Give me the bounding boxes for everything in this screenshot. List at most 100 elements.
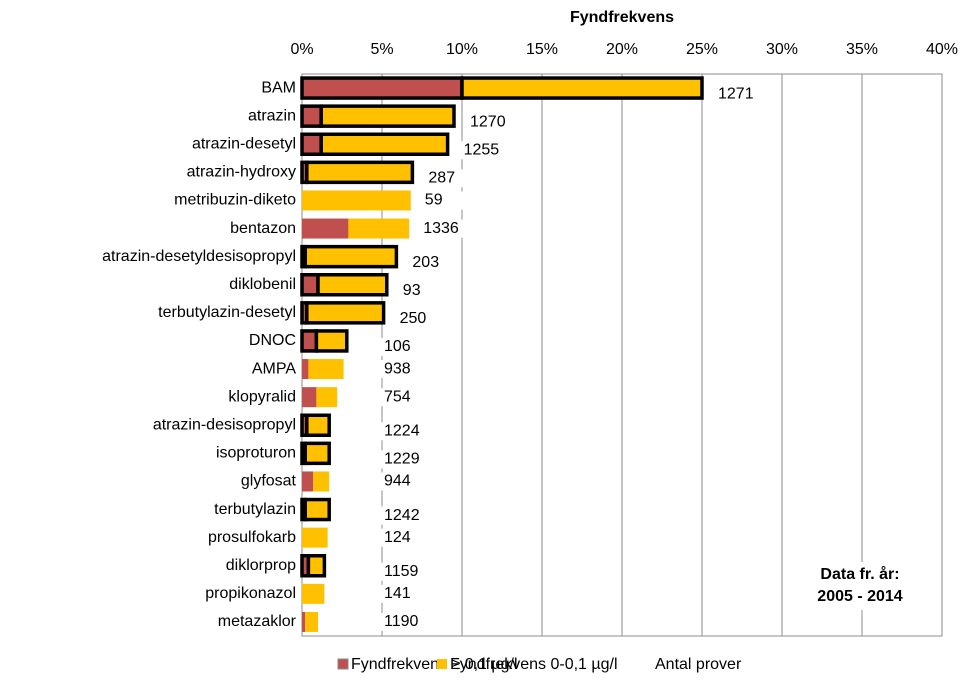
bar-segment — [305, 413, 331, 437]
count-label-bg — [715, 85, 761, 104]
legend-label: Fyndfrekvens ≥ 0,1 µg/l — [351, 656, 518, 673]
count-label: 1242 — [384, 507, 420, 524]
legend-label: Antal prover — [655, 656, 742, 673]
count-label: 1270 — [470, 113, 506, 130]
plot-border — [301, 73, 943, 637]
y-tick-label: atrazin-desisopropyl — [153, 416, 296, 433]
bar-segment — [302, 471, 314, 492]
y-tick-label: terbutylazin — [214, 501, 296, 518]
annotation-bg — [800, 562, 920, 610]
count-label: 141 — [384, 585, 411, 602]
bar-segment — [302, 359, 309, 380]
legend-marker — [437, 659, 447, 669]
x-tick-label: 25% — [686, 41, 718, 58]
y-tick-label: AMPA — [252, 360, 296, 377]
annotation: Data fr. år: — [820, 565, 899, 583]
bar-segment — [319, 132, 450, 156]
count-label: 1190 — [384, 613, 419, 630]
y-tick-label: klopyralid — [228, 388, 296, 405]
bar-segment — [303, 497, 331, 522]
y-tick-label: terbutylazin-desetyl — [158, 304, 296, 321]
y-tick-label: DNOC — [249, 332, 296, 349]
count-label-bg — [421, 191, 468, 210]
bar-segment — [313, 471, 330, 492]
count-label: 59 — [425, 192, 443, 209]
count-label-bg — [381, 422, 427, 441]
count-label-bg — [467, 113, 513, 132]
bar-segment — [302, 527, 328, 548]
bar-segment — [300, 76, 464, 100]
legend-label: Fyndfrekvens 0-0,1 µg/l — [450, 656, 618, 673]
count-label-bg — [381, 612, 427, 631]
count-label: 938 — [384, 360, 411, 377]
bar-segment — [302, 190, 411, 211]
count-label: 944 — [384, 473, 411, 490]
count-label-bg — [396, 309, 443, 328]
count-label: 287 — [428, 170, 455, 187]
x-tick-label: 35% — [846, 41, 878, 58]
count-label: 250 — [400, 310, 427, 327]
x-tick-label: 5% — [370, 41, 393, 58]
chart-title: Fyndfrekvens — [570, 9, 674, 26]
count-label: 754 — [384, 388, 411, 405]
count-label-bg — [381, 506, 427, 525]
count-label: 1255 — [464, 141, 500, 158]
y-tick-label: prosulfokarb — [208, 529, 296, 546]
bar-segment — [300, 273, 320, 297]
count-label-bg — [420, 219, 467, 238]
bar-segment — [305, 160, 415, 185]
y-tick-label: propikonazol — [205, 585, 296, 602]
bar-segment — [348, 218, 410, 239]
count-label: 124 — [384, 529, 411, 546]
x-tick-label: 20% — [606, 41, 638, 58]
x-tick-label: 0% — [290, 41, 313, 58]
count-label-bg — [381, 450, 427, 469]
y-tick-label: diklobenil — [229, 276, 296, 293]
count-label-bg — [381, 472, 427, 491]
y-tick-label: glyfosat — [241, 473, 297, 490]
bar-segment — [314, 329, 349, 353]
annotation: 2005 - 2014 — [817, 588, 903, 605]
count-label-bg — [381, 360, 427, 379]
count-label-bg — [460, 141, 507, 160]
count-label: 1336 — [423, 220, 459, 237]
y-tick-label: diklorprop — [226, 557, 296, 574]
count-label-bg — [381, 388, 427, 407]
x-tick-label: 30% — [766, 41, 798, 58]
count-label: 1159 — [384, 563, 419, 580]
bar-segment — [306, 554, 327, 578]
bar-segment — [303, 441, 331, 466]
x-tick-label: 15% — [526, 41, 558, 58]
bar-segment — [302, 611, 306, 632]
count-label-bg — [409, 253, 456, 272]
count-label: 1271 — [718, 85, 754, 102]
y-tick-label: bentazon — [230, 220, 296, 237]
count-label-bg — [399, 281, 446, 300]
bar-segment — [305, 611, 318, 632]
y-tick-label: metribuzin-diketo — [174, 192, 296, 209]
count-label: 203 — [412, 254, 439, 271]
y-tick-label: isoproturon — [216, 445, 296, 462]
bar-segment — [302, 583, 325, 604]
count-label-bg — [425, 169, 472, 188]
y-tick-label: atrazin — [248, 107, 296, 124]
count-label: 1229 — [384, 451, 420, 468]
y-tick-label: atrazin-desetyldesisopropyl — [102, 248, 296, 265]
y-tick-label: atrazin-hydroxy — [187, 164, 296, 181]
count-label-bg — [381, 528, 427, 547]
bar-segment — [300, 104, 323, 128]
bar-segment — [303, 244, 399, 269]
count-label: 106 — [384, 338, 411, 355]
bar-segment — [319, 104, 456, 128]
bar-segment — [305, 301, 386, 325]
x-tick-label: 10% — [446, 41, 478, 58]
bar-segment — [300, 132, 323, 156]
bar-segment — [302, 387, 317, 408]
y-tick-label: BAM — [261, 79, 296, 96]
y-tick-label: metazaklor — [218, 613, 297, 630]
count-label: 1224 — [384, 422, 420, 439]
bar-segment — [302, 218, 349, 239]
y-tick-label: atrazin-desetyl — [192, 135, 296, 152]
count-label: 93 — [403, 282, 421, 299]
bar-segment — [300, 329, 319, 353]
